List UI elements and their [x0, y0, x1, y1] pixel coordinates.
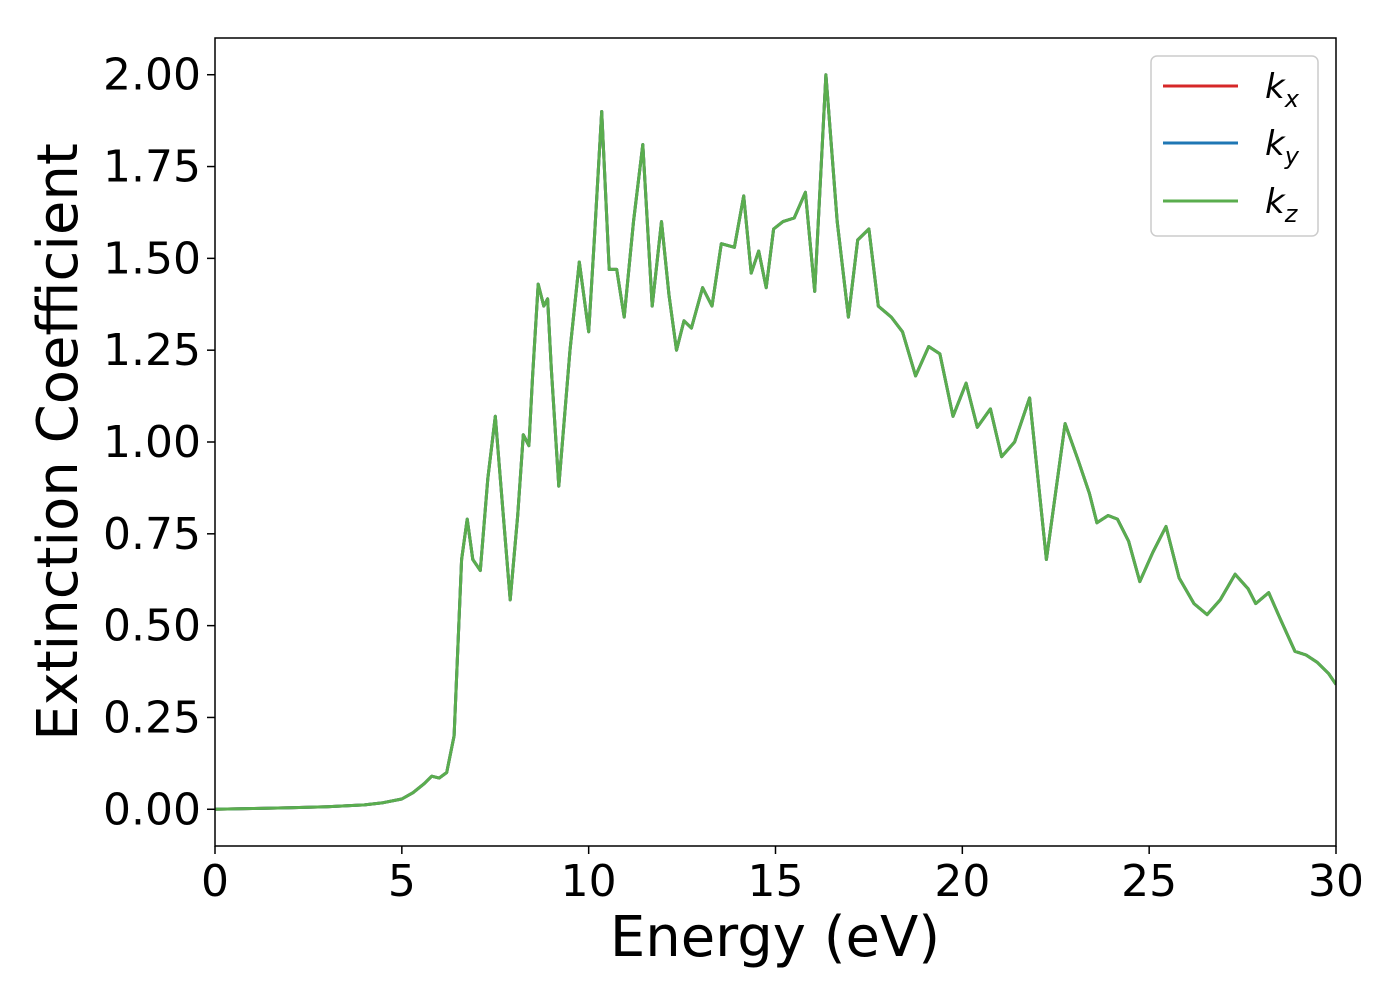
y-tick-label: 1.25 — [103, 325, 201, 376]
x-tick-label: 20 — [934, 856, 990, 907]
y-axis-label: Extinction Coefficient — [26, 143, 91, 741]
x-tick-label: 30 — [1308, 856, 1364, 907]
x-tick-label: 25 — [1121, 856, 1177, 907]
y-tick-label: 0.25 — [103, 692, 201, 743]
x-axis-label: Energy (eV) — [610, 905, 940, 970]
legend-frame — [1150, 55, 1319, 237]
x-tick-label: 0 — [201, 856, 229, 907]
y-tick-label: 0.50 — [103, 601, 201, 652]
y-axis-ticks: 0.00 0.25 0.50 0.75 1.00 1.25 1.50 1.75 2.00 — [103, 50, 215, 835]
legend: kx ky kz — [1150, 55, 1319, 237]
y-tick-label: 1.50 — [103, 233, 201, 284]
series-line-kz — [215, 73, 1336, 811]
x-tick-label: 5 — [388, 856, 416, 907]
y-tick-label: 1.75 — [103, 142, 201, 193]
y-tick-label: 1.00 — [103, 417, 201, 468]
y-tick-label: 0.00 — [103, 784, 201, 835]
x-axis-ticks: 0 5 10 15 20 25 30 — [201, 846, 1364, 907]
legend-label-ky: ky — [1265, 124, 1300, 170]
x-tick-label: 15 — [748, 856, 804, 907]
y-tick-label: 0.75 — [103, 509, 201, 560]
legend-label-kx: kx — [1265, 67, 1300, 113]
legend-entries: kx ky kz — [1163, 67, 1300, 228]
x-tick-label: 10 — [561, 856, 617, 907]
y-tick-label: 2.00 — [103, 50, 201, 101]
legend-label-kz: kz — [1265, 182, 1299, 228]
series-layer — [215, 73, 1336, 811]
